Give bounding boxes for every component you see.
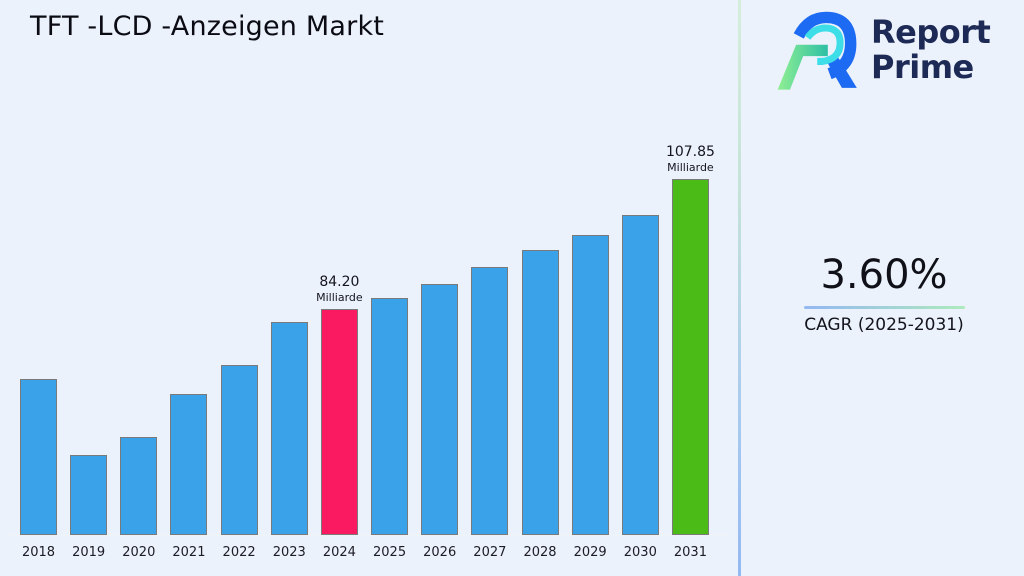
x-tick-2021: 2021 bbox=[172, 545, 206, 560]
annotation-unit-2024: Milliarde bbox=[316, 291, 363, 305]
bar-annotation-2024: 84.20 Milliarde bbox=[294, 274, 384, 304]
bar-2031 bbox=[671, 179, 709, 535]
cagr-value: 3.60% bbox=[820, 252, 948, 298]
bar-2019 bbox=[70, 454, 108, 535]
x-tick-2029: 2029 bbox=[573, 545, 607, 560]
cagr-caption: CAGR (2025-2031) bbox=[804, 315, 964, 335]
x-tick-2020: 2020 bbox=[122, 545, 156, 560]
x-tick-2019: 2019 bbox=[72, 545, 106, 560]
bar-2025 bbox=[371, 298, 409, 535]
bar-2023 bbox=[270, 322, 308, 535]
x-tick-2025: 2025 bbox=[373, 545, 407, 560]
bar-2028 bbox=[521, 250, 559, 535]
bar-2029 bbox=[571, 235, 609, 535]
bar-annotation-2031: 107.85 Milliarde bbox=[645, 144, 735, 174]
report-prime-logo-icon bbox=[777, 11, 857, 90]
bar-2018 bbox=[20, 378, 57, 535]
x-tick-2026: 2026 bbox=[423, 545, 457, 560]
bar-2030 bbox=[621, 215, 659, 535]
annotation-unit-2031: Milliarde bbox=[667, 161, 714, 175]
cagr-callout: 3.60% CAGR (2025-2031) bbox=[763, 252, 1005, 335]
x-tick-2023: 2023 bbox=[272, 545, 306, 560]
x-tick-2028: 2028 bbox=[523, 545, 557, 560]
logo-word-report: Report bbox=[871, 13, 991, 51]
x-tick-2030: 2030 bbox=[623, 545, 657, 560]
cagr-underline bbox=[803, 306, 965, 309]
bar-2022 bbox=[220, 365, 258, 535]
logo-word-prime: Prime bbox=[871, 48, 974, 86]
logo-wordmark: Report Prime bbox=[871, 13, 991, 86]
annotation-value-2024: 84.20 bbox=[319, 274, 360, 291]
x-tick-2018: 2018 bbox=[21, 545, 56, 560]
bar-2021 bbox=[170, 394, 208, 535]
x-tick-2031: 2031 bbox=[673, 545, 707, 560]
report-prime-logo: Report Prime bbox=[775, 6, 991, 94]
x-tick-2024: 2024 bbox=[322, 545, 356, 560]
vertical-divider bbox=[738, 0, 741, 576]
bar-2020 bbox=[120, 437, 158, 535]
x-axis-line bbox=[6, 534, 728, 536]
x-tick-2027: 2027 bbox=[473, 545, 507, 560]
bar-2026 bbox=[421, 283, 459, 535]
bar-2027 bbox=[471, 267, 509, 535]
x-tick-2022: 2022 bbox=[222, 545, 256, 560]
page-title: TFT -LCD -Anzeigen Markt bbox=[30, 11, 385, 42]
annotation-value-2031: 107.85 bbox=[665, 144, 715, 161]
bar-chart: 2018 2019 2020 2021 2022 2023 2024 2025 2026 2027… bbox=[6, 144, 735, 560]
bar-2024 bbox=[320, 309, 358, 535]
